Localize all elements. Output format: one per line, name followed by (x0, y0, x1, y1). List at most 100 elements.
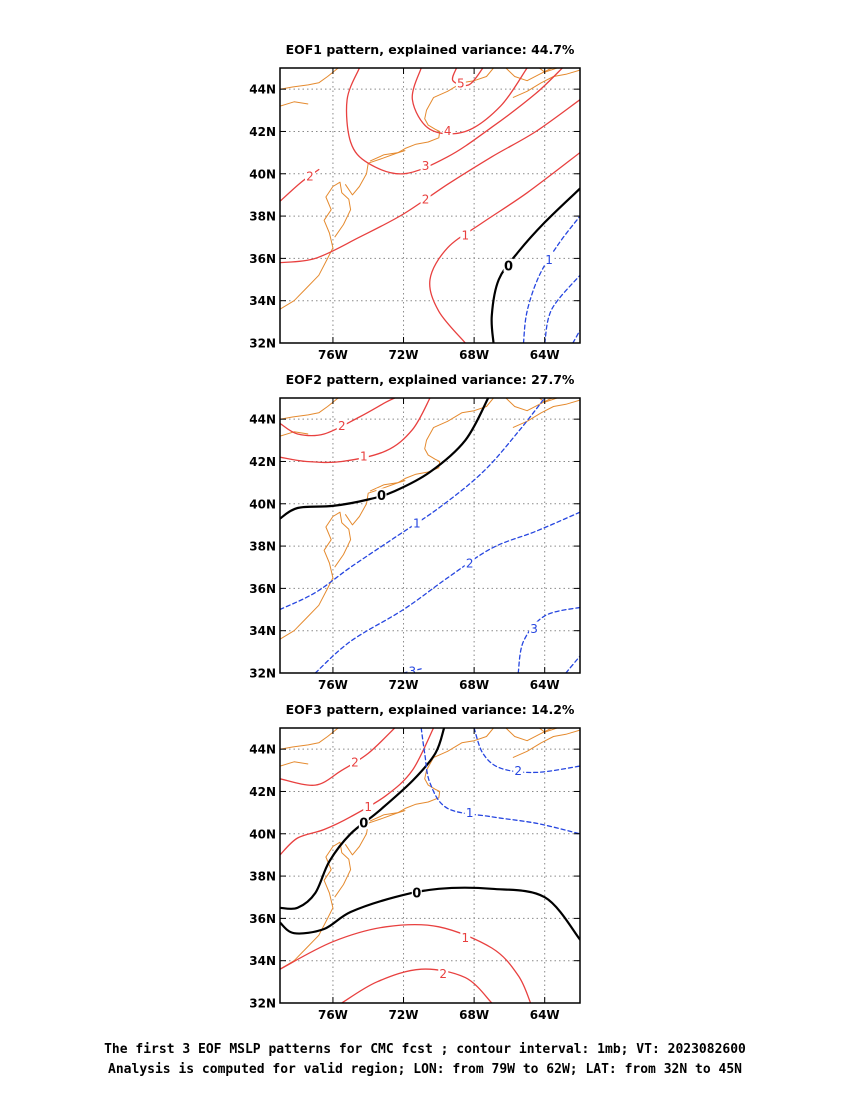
coastline (280, 761, 309, 767)
contour-zero (280, 728, 446, 910)
coastline (280, 841, 352, 970)
contour-label: 0 (359, 817, 368, 832)
gridlines (280, 68, 580, 343)
eof1-panel: EOF1 pattern, explained variance: 44.7% 0… (249, 42, 581, 362)
coastline (505, 728, 553, 742)
x-tick-label: 72W (389, 678, 419, 692)
y-tick-label: 42N (249, 125, 276, 139)
contour-label-bg (503, 258, 514, 272)
contour-positive (280, 99, 580, 264)
coastline (512, 729, 580, 759)
contour-label-bg (529, 621, 540, 635)
x-tick-label: 76W (318, 678, 348, 692)
coastline (369, 480, 406, 492)
contour-label: 3 (409, 664, 417, 678)
contour-label-bg (464, 805, 475, 819)
axis-ticks (280, 398, 580, 674)
contour-positive (280, 728, 435, 856)
coastline (512, 399, 580, 429)
coastline (505, 68, 553, 82)
contour-negative (473, 728, 580, 774)
contour-zero (280, 886, 580, 941)
coastline (369, 810, 406, 822)
x-tick-label: 64W (530, 348, 560, 362)
coastline (280, 431, 309, 437)
plot-area: 0 1 2 1 2 3 3 (280, 398, 580, 678)
contour-label: 1 (466, 806, 474, 820)
eof2-panel: EOF2 pattern, explained variance: 27.7% 0… (249, 372, 581, 692)
contour-positive (280, 728, 396, 786)
y-tick-label: 32N (249, 997, 276, 1011)
y-tick-label: 42N (249, 455, 276, 469)
contour-label-bg (336, 418, 347, 432)
contour-label-bg (358, 449, 369, 463)
contour-label-bg (350, 754, 360, 768)
contour-label: 2 (439, 967, 447, 981)
x-tick-label: 68W (459, 678, 489, 692)
x-tick-label: 76W (318, 348, 348, 362)
y-tick-label: 36N (249, 252, 276, 266)
x-tick-label: 68W (459, 1008, 489, 1022)
coastline (344, 728, 494, 856)
y-tick-label: 40N (249, 167, 276, 181)
contour-label: 1 (413, 516, 421, 530)
contour-label: 2 (306, 169, 314, 183)
coastline (280, 398, 339, 420)
y-tick-label: 32N (249, 337, 276, 351)
plot-frame (279, 67, 581, 344)
coastline (280, 181, 352, 310)
x-tick-label: 72W (389, 348, 419, 362)
coastline (280, 68, 339, 90)
x-tick-label: 72W (389, 1008, 419, 1022)
plot-frame (279, 727, 581, 1004)
contour-negative (522, 215, 580, 343)
panel-title: EOF1 pattern, explained variance: 44.7% (286, 42, 575, 57)
x-tick-label: 76W (318, 1008, 348, 1022)
contour-label: 2 (422, 193, 430, 207)
contour-label: 2 (338, 419, 346, 433)
axis-ticks (280, 728, 580, 1004)
contour-positive (280, 398, 431, 464)
plot-area: 0 0 1 2 1 2 1 2 (280, 728, 580, 1003)
y-tick-label: 34N (249, 624, 276, 638)
y-tick-label: 44N (249, 413, 276, 427)
coastline (344, 68, 494, 196)
coastline (280, 101, 309, 107)
y-tick-label: 38N (249, 210, 276, 224)
contour-positive (429, 151, 580, 343)
contour-negative (420, 728, 580, 835)
y-tick-label: 44N (249, 743, 276, 757)
contour-label-bg (460, 228, 471, 242)
y-tick-label: 32N (249, 667, 276, 681)
contour-label-bg (376, 488, 387, 502)
contour-label: 2 (514, 764, 522, 778)
contour-label: 0 (504, 259, 513, 274)
eof3-panel: EOF3 pattern, explained variance: 14.2% 0… (249, 702, 581, 1022)
contour-label-bg (363, 799, 374, 813)
footer-caption-line1: The first 3 EOF MSLP patterns for CMC fc… (104, 1042, 746, 1057)
contour-label: 3 (422, 159, 430, 173)
y-tick-label: 36N (249, 912, 276, 926)
contour-label-bg (513, 763, 524, 777)
x-tick-label: 68W (459, 348, 489, 362)
contour-negative (314, 511, 580, 673)
contour-positive (280, 168, 320, 202)
x-tick-label: 64W (530, 1008, 560, 1022)
coastline (369, 150, 406, 162)
coastline (280, 728, 339, 750)
gridlines (280, 398, 580, 673)
contour-label: 1 (461, 931, 469, 945)
contour-label-bg (442, 123, 453, 137)
contour-label: 0 (377, 489, 386, 504)
contour-label-bg (544, 252, 555, 266)
contour-positive (345, 68, 564, 175)
contour-negative (517, 606, 580, 673)
contour-label-bg (460, 930, 471, 944)
plot-area: 0 1 2 2 3 4 5 1 (280, 68, 580, 343)
y-tick-label: 40N (249, 497, 276, 511)
y-tick-label: 36N (249, 582, 276, 596)
footer-caption-line2: Analysis is computed for valid region; L… (108, 1062, 742, 1077)
eof-figure: EOF1 pattern, explained variance: 44.7% 0… (249, 42, 581, 1022)
y-tick-label: 38N (249, 870, 276, 884)
gridlines (280, 728, 580, 1003)
